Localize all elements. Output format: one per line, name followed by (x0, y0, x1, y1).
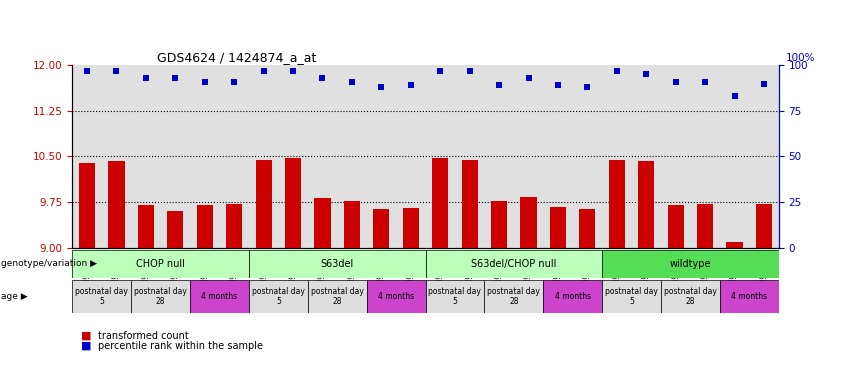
Bar (72, 280, 131, 313)
Bar (72, 250, 248, 278)
Bar (249, 250, 426, 278)
Bar (108, 161, 124, 248)
Point (286, 68, 300, 74)
Point (639, 71, 653, 78)
Point (522, 75, 535, 81)
Text: postnatal day
28: postnatal day 28 (311, 287, 363, 306)
Bar (580, 209, 596, 248)
Text: ■: ■ (81, 331, 91, 341)
Bar (491, 202, 507, 248)
Bar (608, 160, 625, 248)
Bar (374, 209, 390, 248)
Bar (602, 280, 661, 313)
Point (463, 68, 477, 74)
Point (492, 82, 505, 88)
Bar (461, 160, 477, 248)
Point (198, 79, 212, 85)
Text: postnatal day
28: postnatal day 28 (488, 287, 540, 306)
Bar (661, 280, 720, 313)
Bar (367, 280, 426, 313)
Bar (403, 208, 419, 248)
Text: postnatal day
28: postnatal day 28 (664, 287, 717, 306)
Text: postnatal day
5: postnatal day 5 (429, 287, 482, 306)
Bar (521, 197, 537, 248)
Point (551, 82, 565, 88)
Point (610, 68, 624, 74)
Point (404, 82, 418, 88)
Bar (314, 198, 330, 248)
Text: transformed count: transformed count (98, 331, 189, 341)
Bar (426, 250, 602, 278)
Text: 4 months: 4 months (202, 292, 237, 301)
Text: ■: ■ (81, 341, 91, 351)
Text: 4 months: 4 months (731, 292, 768, 301)
Text: age ▶: age ▶ (1, 292, 27, 301)
Bar (550, 207, 566, 248)
Bar (344, 201, 360, 248)
Text: 4 months: 4 months (555, 292, 591, 301)
Point (580, 84, 594, 90)
Bar (79, 162, 95, 248)
Point (699, 79, 712, 85)
Bar (638, 161, 654, 248)
Bar (432, 158, 448, 248)
Text: CHOP null: CHOP null (136, 259, 185, 269)
Text: 100%: 100% (785, 53, 815, 63)
Bar (426, 280, 484, 313)
Text: postnatal day
5: postnatal day 5 (252, 287, 305, 306)
Bar (168, 211, 184, 248)
Point (433, 68, 447, 74)
Bar (602, 250, 779, 278)
Text: GDS4624 / 1424874_a_at: GDS4624 / 1424874_a_at (157, 51, 317, 64)
Bar (484, 280, 543, 313)
Bar (727, 242, 743, 248)
Bar (197, 205, 213, 248)
Bar (249, 280, 308, 313)
Text: postnatal day
28: postnatal day 28 (134, 287, 187, 306)
Bar (543, 280, 602, 313)
Bar (131, 280, 190, 313)
Point (168, 75, 182, 81)
Text: 4 months: 4 months (378, 292, 414, 301)
Text: S63del: S63del (321, 259, 354, 269)
Point (757, 81, 771, 87)
Text: S63del/CHOP null: S63del/CHOP null (471, 259, 557, 269)
Point (669, 79, 683, 85)
Text: postnatal day
5: postnatal day 5 (605, 287, 658, 306)
Point (316, 75, 329, 81)
Text: percentile rank within the sample: percentile rank within the sample (98, 341, 263, 351)
Text: postnatal day
5: postnatal day 5 (76, 287, 129, 306)
Bar (285, 158, 301, 248)
Point (346, 79, 359, 85)
Bar (255, 159, 271, 248)
Bar (138, 205, 154, 248)
Bar (190, 280, 249, 313)
Bar (720, 280, 779, 313)
Bar (756, 204, 772, 248)
Point (728, 93, 741, 99)
Bar (226, 204, 243, 248)
Bar (697, 204, 713, 248)
Point (139, 75, 152, 81)
Point (374, 84, 388, 90)
Point (257, 68, 271, 74)
Bar (667, 205, 683, 248)
Point (80, 68, 94, 74)
Text: genotype/variation ▶: genotype/variation ▶ (1, 260, 97, 268)
Point (110, 68, 123, 74)
Text: wildtype: wildtype (670, 259, 711, 269)
Bar (308, 280, 367, 313)
Point (227, 79, 241, 85)
